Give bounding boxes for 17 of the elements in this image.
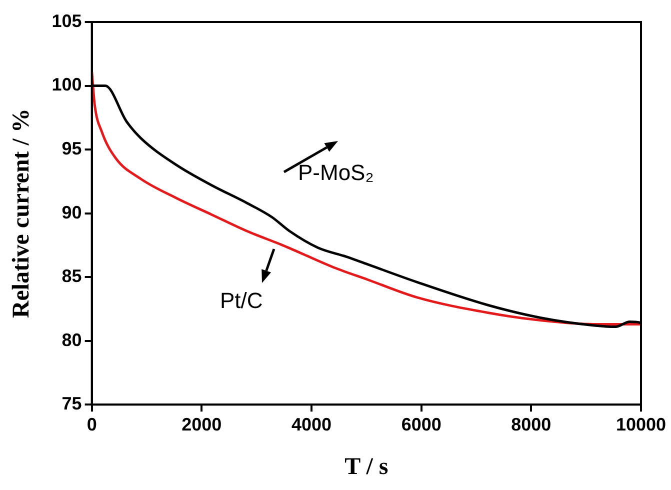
y-axis-title: Relative current / % — [8, 108, 35, 318]
x-tick-label: 8000 — [511, 414, 552, 434]
annotation: P-MoS₂ — [298, 160, 374, 186]
y-tick-label: 80 — [62, 330, 82, 350]
x-tick-label: 10000 — [616, 414, 666, 434]
y-tick-label: 85 — [62, 266, 82, 286]
x-axis-title: T / s — [344, 454, 388, 480]
x-tick-label: 4000 — [291, 414, 332, 434]
x-tick-label: 6000 — [401, 414, 442, 434]
y-tick-label: 75 — [62, 394, 82, 414]
y-tick-label: 90 — [62, 202, 82, 222]
y-tick-label: 95 — [62, 138, 82, 158]
y-tick-label: 105 — [52, 10, 82, 31]
annotation: Pt/C — [220, 288, 263, 314]
x-tick-label: 2000 — [182, 414, 222, 434]
x-tick-label: 0 — [86, 414, 97, 434]
y-tick-label: 100 — [52, 74, 82, 95]
